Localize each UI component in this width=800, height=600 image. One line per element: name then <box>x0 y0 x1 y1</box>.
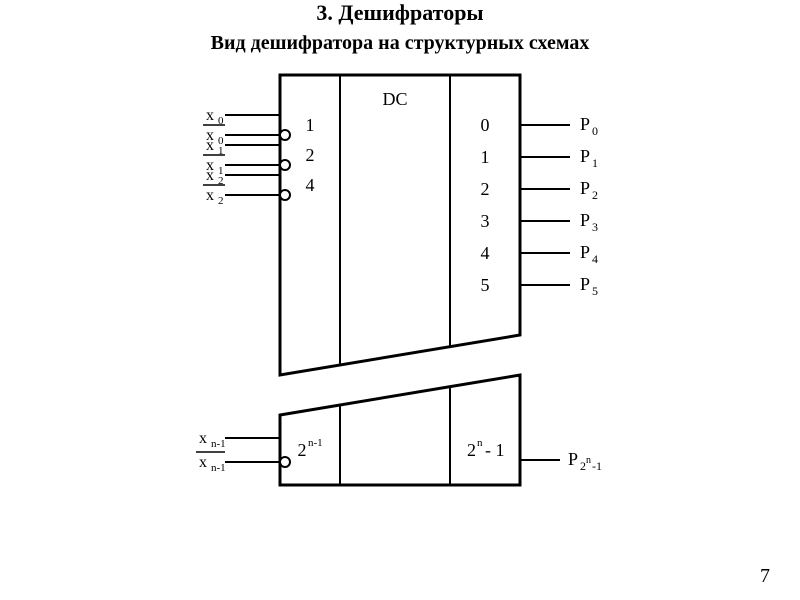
svg-text:3: 3 <box>481 211 490 231</box>
svg-text:x: x <box>199 430 207 447</box>
svg-text:P: P <box>580 178 590 198</box>
svg-text:2: 2 <box>481 179 490 199</box>
svg-text:2: 2 <box>467 440 476 460</box>
svg-text:n-1: n-1 <box>211 438 226 450</box>
svg-text:DC: DC <box>382 89 407 109</box>
svg-text:2: 2 <box>298 440 307 460</box>
svg-text:P: P <box>580 274 590 294</box>
svg-text:x: x <box>199 454 207 471</box>
svg-text:4: 4 <box>306 175 315 195</box>
svg-text:-1: -1 <box>592 459 602 473</box>
svg-text:P: P <box>580 242 590 262</box>
svg-text:x: x <box>206 107 214 124</box>
svg-text:0: 0 <box>481 115 490 135</box>
svg-text:2: 2 <box>592 188 598 202</box>
svg-text:4: 4 <box>592 252 598 266</box>
svg-text:4: 4 <box>481 243 490 263</box>
svg-text:5: 5 <box>592 284 598 298</box>
svg-text:P: P <box>580 210 590 230</box>
svg-text:x: x <box>206 167 214 184</box>
svg-text:3: 3 <box>592 220 598 234</box>
svg-text:P: P <box>580 114 590 134</box>
svg-text:x: x <box>206 137 214 154</box>
sub-title: Вид дешифратора на структурных схемах <box>0 32 800 55</box>
svg-text:2: 2 <box>306 145 315 165</box>
svg-text:n: n <box>477 437 483 449</box>
svg-text:n: n <box>586 455 591 466</box>
svg-text:n-1: n-1 <box>211 462 226 474</box>
svg-text:P: P <box>580 146 590 166</box>
svg-text:2: 2 <box>218 195 224 207</box>
svg-text:0: 0 <box>592 124 598 138</box>
main-title: 3. Дешифраторы <box>0 0 800 26</box>
svg-text:5: 5 <box>481 275 490 295</box>
svg-text:x: x <box>206 187 214 204</box>
page-number: 7 <box>760 565 770 588</box>
svg-text:1: 1 <box>481 147 490 167</box>
svg-text:- 1: - 1 <box>485 440 505 460</box>
svg-text:1: 1 <box>306 115 315 135</box>
svg-text:1: 1 <box>592 156 598 170</box>
decoder-diagram: DCx0x0x1x1x2x2124012345P0P1P2P3P4P5xn-1x… <box>140 55 660 515</box>
svg-text:n-1: n-1 <box>308 437 323 449</box>
svg-text:P: P <box>568 449 578 469</box>
